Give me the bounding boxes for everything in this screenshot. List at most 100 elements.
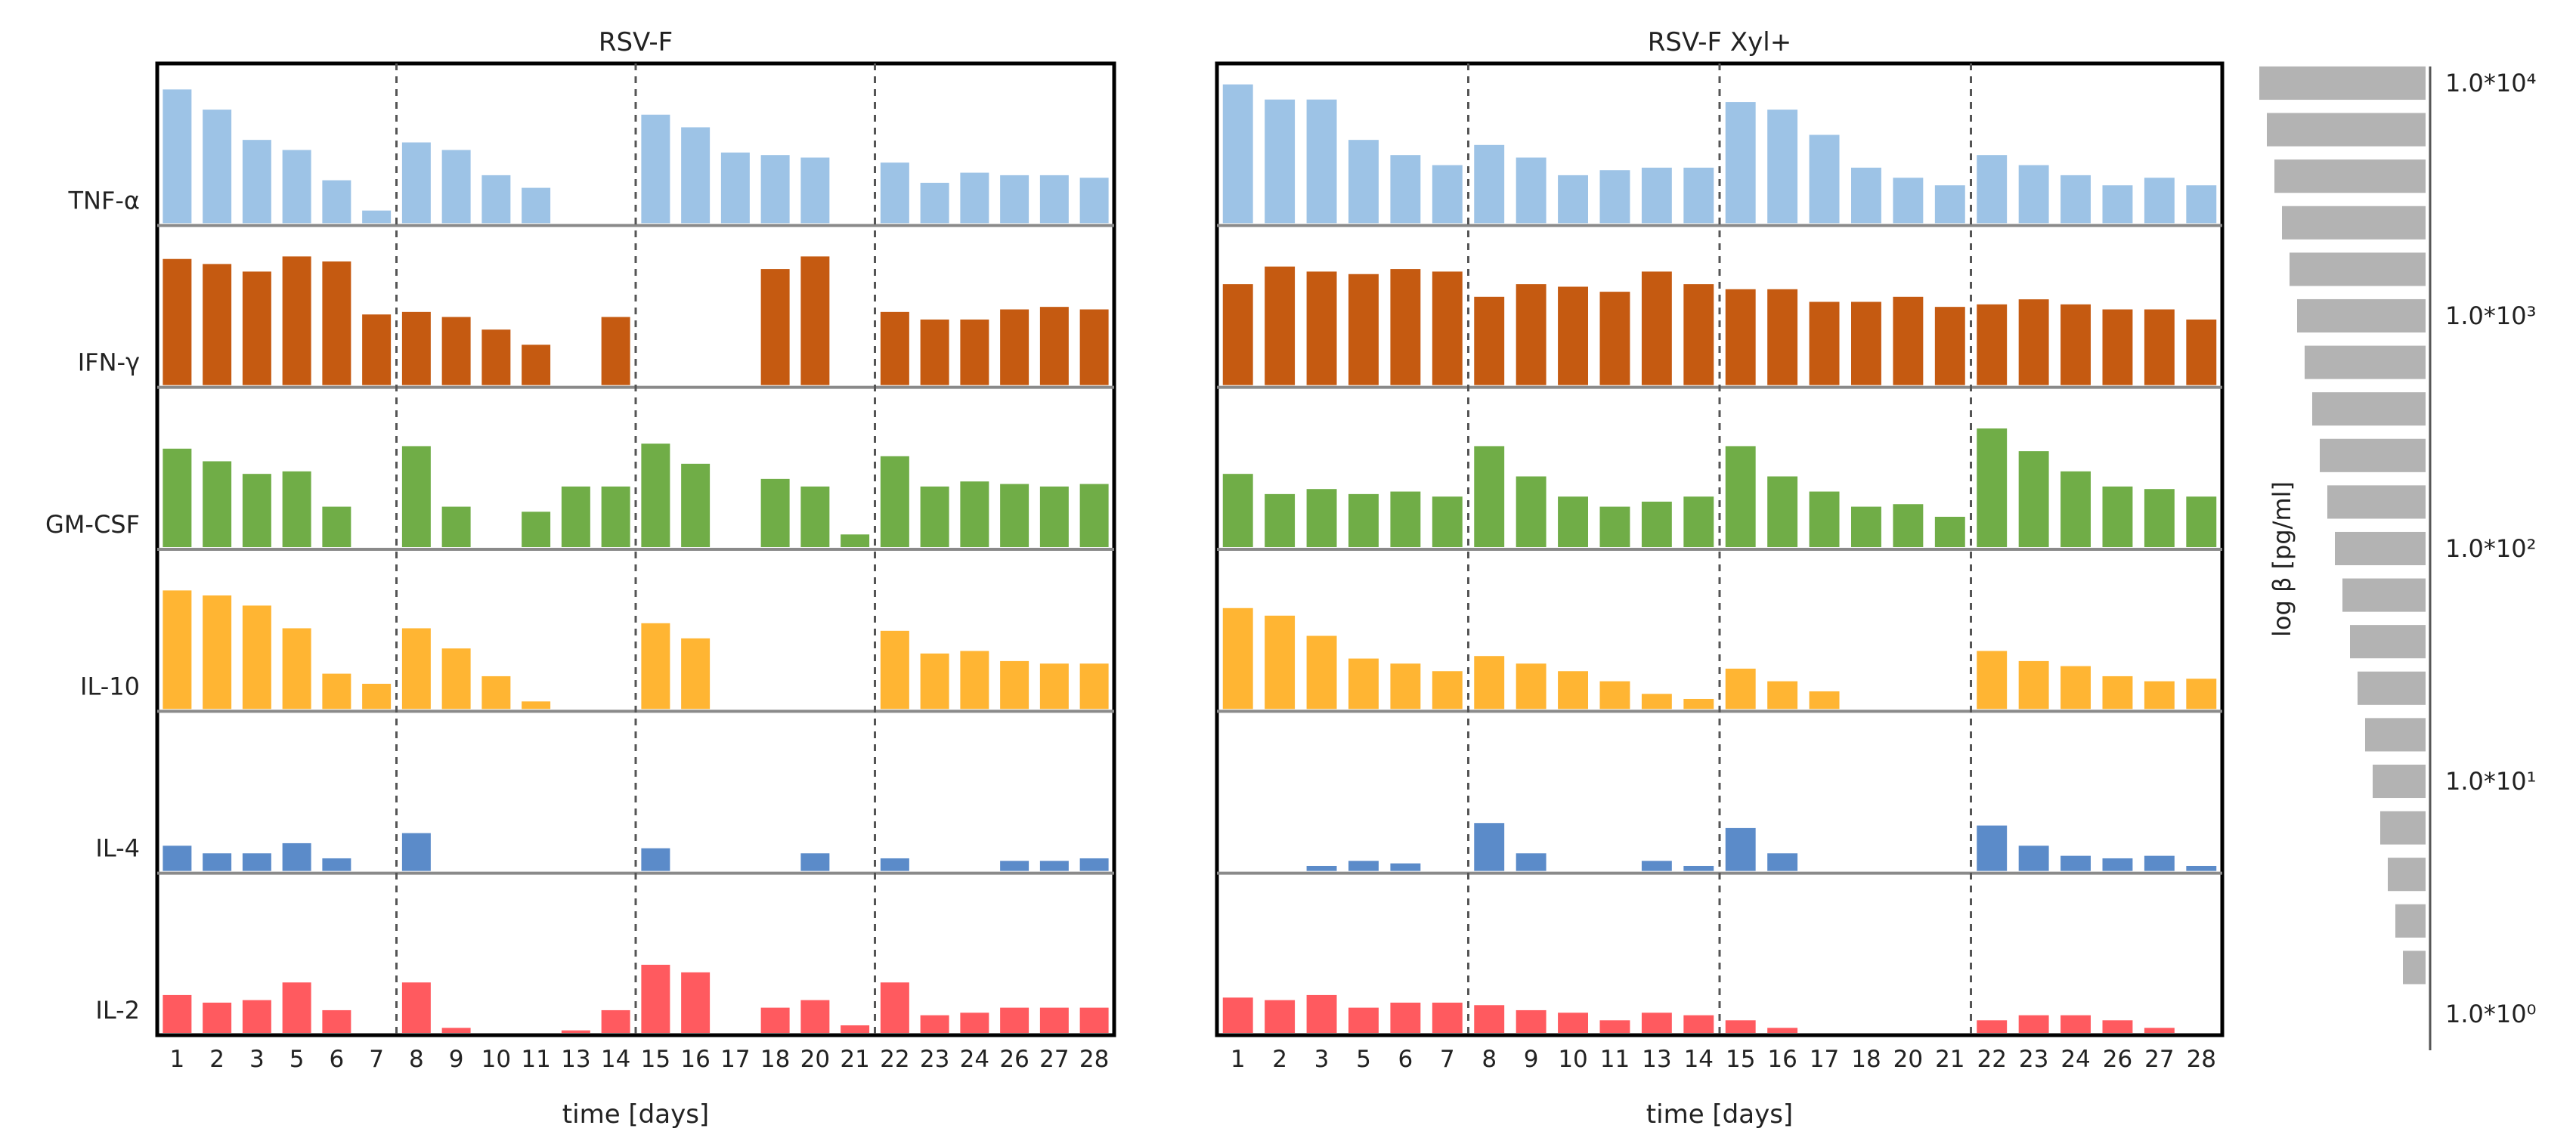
- bar: [522, 345, 551, 385]
- bar: [401, 142, 431, 224]
- bar: [1390, 491, 1421, 547]
- legend-bar: [2358, 671, 2426, 705]
- bar: [1348, 140, 1379, 224]
- bar: [1516, 663, 1547, 710]
- bar: [681, 127, 711, 224]
- bar: [760, 478, 790, 547]
- row-label: GM-CSF: [45, 510, 140, 539]
- bar: [2018, 846, 2049, 871]
- bar: [401, 833, 431, 871]
- legend-bar: [2388, 858, 2426, 892]
- bar: [1474, 656, 1505, 710]
- legend-tick-label: 1.0*10¹: [2445, 767, 2536, 796]
- x-tick-label: 7: [1440, 1046, 1455, 1073]
- bar: [1348, 493, 1379, 547]
- x-tick-label: 17: [720, 1046, 750, 1073]
- x-tick-label: 18: [760, 1046, 790, 1073]
- bar: [1767, 476, 1798, 547]
- x-tick-label: 23: [2019, 1046, 2048, 1073]
- bar: [1390, 155, 1421, 224]
- x-tick-label: 5: [289, 1046, 305, 1073]
- bar: [1474, 823, 1505, 871]
- bar: [163, 846, 192, 871]
- bar: [1893, 504, 1924, 547]
- legend-bar: [2350, 625, 2426, 659]
- bar: [2144, 1028, 2175, 1033]
- bar: [441, 317, 471, 385]
- x-tick-label: 24: [2060, 1046, 2090, 1073]
- bar: [641, 964, 670, 1033]
- bar: [841, 534, 870, 547]
- bar: [720, 152, 750, 224]
- bar: [1000, 309, 1029, 385]
- x-tick-label: 20: [1893, 1046, 1923, 1073]
- bar: [242, 140, 271, 224]
- bar: [880, 982, 909, 1033]
- x-tick-label: 9: [1524, 1046, 1539, 1073]
- panel-rsv-f-xyl: RSV-F Xyl+ time [days] 1 2 3 5 6 7 8 9 10 11 13 14 1…: [1215, 27, 2225, 1130]
- bar: [203, 853, 232, 871]
- x-tick-label: 8: [409, 1046, 424, 1073]
- bar: [1222, 997, 1253, 1033]
- legend-bar: [2267, 113, 2426, 147]
- bar: [2144, 855, 2175, 871]
- bar: [920, 653, 949, 710]
- bar: [641, 114, 670, 224]
- legend-bar: [2312, 392, 2426, 426]
- bar: [880, 162, 909, 224]
- legend-bar: [2327, 485, 2426, 519]
- bar: [1934, 185, 1965, 224]
- bar: [163, 590, 192, 710]
- bar: [322, 1009, 351, 1033]
- x-tick-label: 13: [1642, 1046, 1671, 1073]
- legend-bar: [2305, 345, 2426, 379]
- x-tick-label: 15: [641, 1046, 670, 1073]
- x-tick-label: 5: [1356, 1046, 1371, 1073]
- bar: [441, 648, 471, 710]
- bar: [481, 175, 511, 224]
- legend-bar: [2335, 531, 2426, 566]
- legend-bar: [2274, 159, 2426, 193]
- bar: [1079, 1007, 1109, 1033]
- bar: [1767, 853, 1798, 871]
- legend-bar: [2290, 252, 2426, 286]
- bar: [760, 155, 790, 224]
- bar: [1306, 99, 1337, 224]
- legend-bar: [2342, 578, 2426, 612]
- x-tick-label: 3: [249, 1046, 265, 1073]
- bar: [1558, 286, 1588, 385]
- bar: [1474, 1005, 1505, 1033]
- panel-title: RSV-F Xyl+: [1648, 27, 1791, 57]
- x-tick-label: 10: [1558, 1046, 1587, 1073]
- row-label: IL-4: [95, 834, 140, 863]
- x-tick-label: 2: [1272, 1046, 1287, 1073]
- bar: [1432, 671, 1463, 710]
- bar: [1516, 157, 1547, 224]
- bar: [1039, 175, 1069, 224]
- bar: [1348, 274, 1379, 385]
- bar: [1432, 496, 1463, 547]
- bar: [2060, 304, 2091, 385]
- legend-tick-label: 1.0*10⁰: [2445, 1000, 2536, 1028]
- bar: [1725, 446, 1756, 547]
- bar: [1599, 506, 1630, 547]
- bar: [163, 448, 192, 547]
- bar: [163, 258, 192, 385]
- bar: [1265, 615, 1296, 710]
- bar: [800, 1000, 830, 1033]
- bar: [1725, 1020, 1756, 1033]
- bar: [242, 853, 271, 871]
- bar: [282, 842, 311, 871]
- bar: [1516, 1009, 1547, 1033]
- bar: [1039, 307, 1069, 385]
- bar: [2060, 855, 2091, 871]
- bar: [2186, 319, 2217, 385]
- legend-tick-label: 1.0*10²: [2445, 534, 2536, 563]
- bar: [1851, 167, 1881, 224]
- bar: [601, 317, 630, 385]
- bar: [641, 444, 670, 547]
- bar: [880, 311, 909, 385]
- bar: [522, 187, 551, 224]
- bar: [2186, 496, 2217, 547]
